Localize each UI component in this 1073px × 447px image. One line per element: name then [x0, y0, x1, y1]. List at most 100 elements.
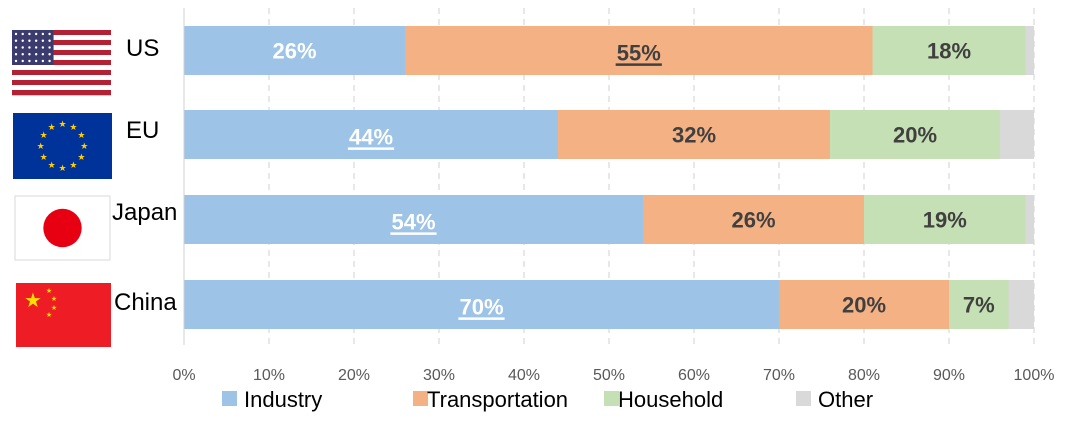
flag-stripe: [12, 35, 111, 41]
data-label: 70%: [459, 295, 503, 320]
country-label: EU: [126, 117, 159, 144]
flag-star: [28, 32, 31, 36]
flag-star: [34, 53, 38, 56]
flag-star: ★: [69, 123, 77, 133]
legend-swatch: [413, 391, 428, 406]
data-label: 18%: [927, 38, 971, 63]
flag-star: ★: [69, 161, 77, 171]
flag-star: ★: [37, 142, 45, 152]
flag-star: [34, 32, 38, 36]
flags-layer: ★ ★★★★★★★★★★★★ ★★★★: [12, 30, 112, 347]
bar-segment-household-japan: [864, 195, 1026, 244]
x-tick-label: 70%: [763, 367, 795, 384]
legend-label: Industry: [244, 387, 322, 412]
flag-stripe: [12, 45, 111, 51]
data-label: 20%: [893, 122, 937, 147]
data-label: 55%: [617, 41, 661, 66]
bar-segment-industry-eu: [184, 110, 558, 159]
x-tick-label: 90%: [933, 367, 965, 384]
labels-layer: 26% 55% 18% US 44% 32% 20% EU 54% 26% 19% Japan 70% 2…: [112, 35, 995, 320]
bar-segment-household-us: [872, 26, 1026, 75]
flag-star: ★: [77, 153, 85, 163]
data-label: 54%: [391, 210, 435, 235]
x-tick-label: 30%: [423, 367, 455, 384]
data-label: 32%: [672, 122, 716, 147]
data-label: 7%: [963, 292, 995, 317]
flag-stripe: [12, 75, 111, 81]
flag-star: [21, 53, 24, 56]
bar-segment-transportation-china: [779, 280, 949, 329]
flag-star: [41, 53, 45, 56]
bar-segment-transportation-japan: [643, 195, 864, 244]
flag-star: ★: [48, 161, 56, 171]
bar-segment-household-eu: [830, 110, 1000, 159]
flag-star: ★: [51, 304, 57, 312]
flag-star: [41, 59, 45, 63]
bar-segment-transportation-eu: [558, 110, 830, 159]
bar-segment-other-us: [1025, 26, 1034, 75]
flag-stripe: [12, 90, 111, 96]
flag-star: ★: [24, 288, 42, 312]
legend-item-transportation: Transportation: [413, 387, 568, 412]
flag-star: ★: [80, 142, 88, 152]
x-tick-label: 0%: [172, 367, 195, 384]
data-label: 20%: [842, 292, 886, 317]
bar-segment-transportation-us: [405, 26, 873, 75]
flag-star: ★: [51, 295, 57, 303]
flag-star: [14, 53, 18, 56]
eu-flag: ★ ★★★★★★★★★★★: [13, 113, 112, 179]
country-label: China: [114, 289, 177, 316]
flag-star: ★: [46, 287, 52, 295]
country-label: Japan: [112, 199, 177, 226]
legend: Industry Transportation Household Other: [222, 387, 873, 412]
legend-label: Other: [818, 387, 873, 412]
legend-item-household: Household: [604, 387, 723, 412]
flag-star: [28, 59, 31, 63]
flag-star: [28, 39, 31, 42]
bars-layer: [184, 26, 1034, 329]
flag-canton: [12, 30, 54, 65]
flag-star: [28, 53, 31, 56]
flag-stripe: [12, 40, 111, 46]
legend-swatch: [796, 391, 811, 406]
bar-segment-industry-japan: [184, 195, 643, 244]
bar-segment-other-eu: [1000, 110, 1034, 159]
flag-star: [41, 39, 45, 42]
flag-star: [41, 32, 45, 36]
flag-star: [48, 32, 51, 36]
flag-star: [48, 46, 51, 49]
flag-star: ★: [46, 311, 52, 319]
flag-star: [41, 46, 45, 49]
flag-star: [21, 32, 24, 36]
flag-star: [21, 59, 24, 63]
flag-star: ★: [40, 131, 48, 141]
flag-star: [21, 39, 24, 42]
bar-segment-household-china: [949, 280, 1009, 329]
flag-stripe: [12, 85, 111, 91]
legend-item-industry: Industry: [222, 387, 322, 412]
flag-star: [14, 39, 18, 42]
flag-star: [34, 39, 38, 42]
legend-item-other: Other: [796, 387, 873, 412]
data-label: 26%: [731, 207, 775, 232]
bar-segment-other-japan: [1025, 195, 1034, 244]
flag-star: [48, 53, 51, 56]
flag-field: [13, 113, 112, 179]
flag-star: [14, 46, 18, 49]
x-tick-label: 50%: [593, 367, 625, 384]
flag-star: ★: [58, 120, 66, 130]
flag-stripe: [12, 50, 111, 56]
flag-star: [34, 46, 38, 49]
x-tick-label: 60%: [678, 367, 710, 384]
legend-label: Household: [618, 387, 723, 412]
flag-star: ★: [58, 164, 66, 174]
flag-stripe: [12, 80, 111, 86]
flag-star: [48, 39, 51, 42]
japan-flag: [14, 195, 111, 261]
data-label: 44%: [349, 125, 393, 150]
x-tick-label: 20%: [338, 367, 370, 384]
flag-star: ★: [48, 123, 56, 133]
flag-star: ★: [77, 131, 85, 141]
flag-stripe: [12, 55, 111, 61]
